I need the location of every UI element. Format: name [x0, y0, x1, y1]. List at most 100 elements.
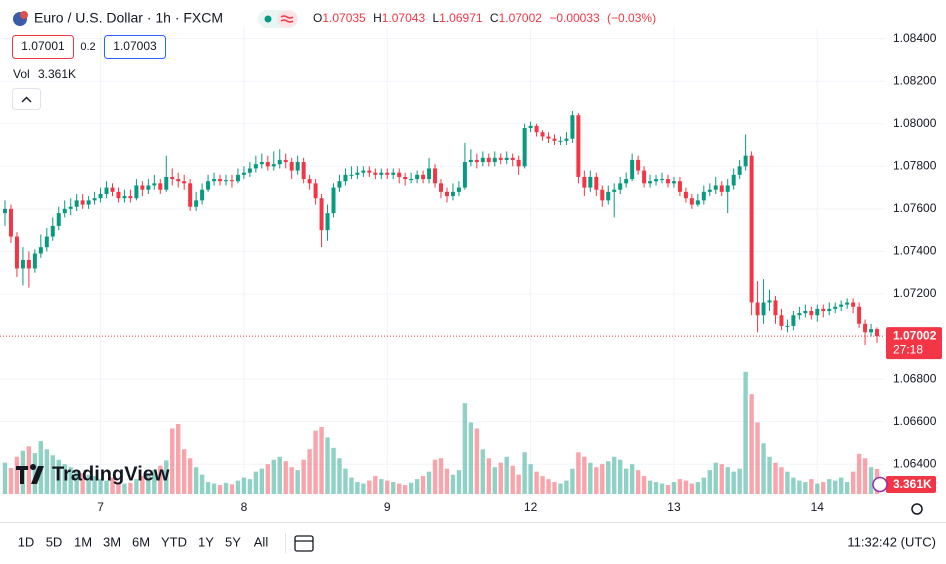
volume-bar [32, 453, 38, 494]
candle-body [773, 300, 778, 316]
range-button[interactable]: 1Y [198, 534, 214, 549]
volume-bar [349, 477, 354, 494]
candle-body [295, 162, 300, 171]
volume-bar [307, 449, 312, 494]
candle-body [546, 136, 551, 139]
spread: 0.2 [80, 41, 95, 53]
candle-body [642, 170, 647, 184]
volume-bar [540, 476, 545, 494]
volume-bar [588, 462, 593, 494]
volume-bar [44, 449, 50, 494]
range-button[interactable]: 5D [46, 534, 63, 549]
candle-body [38, 247, 43, 254]
candle-body [707, 189, 712, 192]
candle-body [355, 172, 360, 175]
volume-bar [838, 477, 844, 494]
candle-body [367, 170, 372, 173]
volume-bar [844, 482, 850, 494]
y-tick-label: 1.07600 [893, 201, 937, 215]
bid-button[interactable] [12, 35, 74, 59]
volume-bar [104, 480, 109, 494]
candle-body [504, 157, 509, 160]
candle-body [373, 172, 378, 175]
collapse-chevron [21, 96, 32, 103]
candle-body [50, 225, 55, 237]
candle-body [755, 302, 760, 316]
volume-bar [2, 462, 8, 494]
y-tick-label: 1.06600 [893, 414, 937, 428]
volume-bar [594, 467, 599, 494]
volume-bar [402, 485, 408, 494]
volume-bar [158, 465, 163, 494]
ask-price: 1.07003 [113, 39, 157, 53]
volume-bar [295, 470, 300, 494]
volume-bar [677, 479, 683, 494]
candle-body [779, 315, 784, 326]
volume-bar [187, 458, 193, 494]
volume-bar [385, 480, 390, 494]
candle-body [194, 200, 199, 207]
candle-body [486, 157, 491, 163]
logo-text: TradingView [52, 463, 170, 485]
volume-bar [211, 483, 217, 494]
candle-body [498, 157, 503, 160]
volume-bar [355, 482, 360, 494]
range-button[interactable]: 1M [74, 534, 92, 549]
ask-button[interactable] [104, 35, 166, 59]
volume-bar [343, 468, 348, 494]
range-button[interactable]: 6M [132, 534, 150, 549]
volume-bar [176, 423, 181, 494]
candle-body [56, 213, 61, 226]
settings-gear[interactable] [911, 503, 923, 515]
candle-body [456, 187, 461, 192]
candle-body [462, 162, 467, 188]
volume-bar [492, 467, 497, 494]
candle-body [271, 164, 276, 167]
volume-bar [504, 456, 509, 494]
volume-bar [582, 456, 587, 494]
c-value: 1.07002 [499, 11, 543, 25]
volume-bar [361, 483, 366, 494]
volume-bar [701, 477, 707, 494]
candle-body [218, 179, 223, 182]
range-button[interactable]: YTD [161, 534, 187, 549]
volume-bar [408, 482, 414, 494]
candle-body [665, 179, 670, 184]
candle-body [92, 198, 97, 201]
candle-body [433, 168, 438, 184]
range-button[interactable]: 3M [103, 534, 121, 549]
volume-bar [659, 483, 665, 494]
range-button[interactable]: 5Y [225, 534, 241, 549]
candle-body [839, 304, 844, 307]
candle-body [397, 172, 402, 177]
collapse-button[interactable] [12, 88, 41, 110]
h-letter: H [373, 11, 382, 25]
range-button[interactable]: All [254, 534, 269, 549]
candle-body [875, 329, 880, 337]
candle-body [576, 115, 581, 177]
range-button[interactable]: 1D [18, 534, 35, 549]
candle-body [558, 140, 563, 142]
candle-body [200, 189, 205, 201]
candle-body [660, 179, 665, 181]
volume-bar [833, 480, 838, 494]
x-tick-label: 13 [667, 500, 681, 514]
candle-body [349, 174, 354, 176]
volume-bar [426, 471, 432, 494]
candle-body [20, 259, 25, 269]
date-range-icon[interactable] [294, 535, 314, 552]
volume-bar [773, 462, 778, 494]
clock: 11:32:42 (UTC) [847, 534, 936, 549]
candle-body [427, 168, 432, 180]
candle-body [797, 313, 802, 316]
candle-body [104, 187, 109, 194]
axis-layer: 1.08400 1.08200 1.08000 1.07800 1.07600 1.074… [97, 31, 936, 514]
symbol-title[interactable]: Euro / U.S. Dollar · 1h · FXCM [34, 10, 223, 26]
candle-body [869, 329, 874, 333]
logo-mark [16, 464, 44, 484]
candle-body [439, 183, 444, 192]
volume-bar [456, 470, 462, 494]
candle-body [612, 189, 617, 192]
volume-bar [181, 449, 187, 494]
grid-layer [0, 28, 885, 494]
